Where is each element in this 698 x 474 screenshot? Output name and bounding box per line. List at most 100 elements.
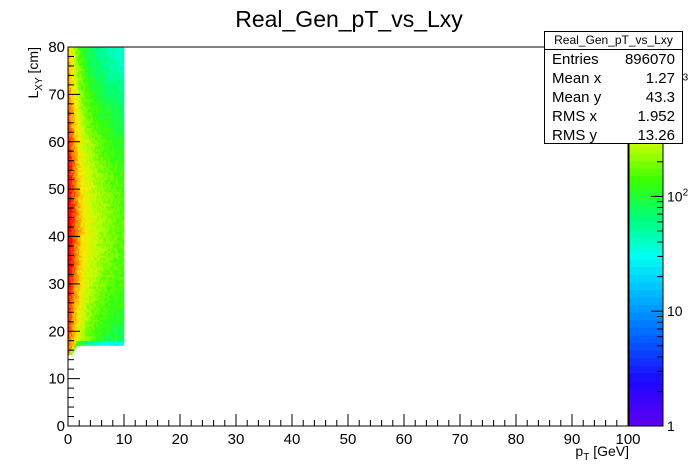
heatmap-cell: [101, 281, 104, 285]
heatmap-cell: [94, 222, 97, 225]
heatmap-cell: [91, 269, 94, 273]
heatmap-cell: [75, 184, 77, 188]
heatmap-cell: [119, 137, 122, 140]
heatmap-cell: [77, 272, 80, 275]
heatmap-cell: [105, 132, 108, 135]
heatmap-cell: [94, 257, 97, 261]
heatmap-cell: [110, 276, 112, 280]
heatmap-cell: [93, 335, 95, 339]
heatmap-cell: [87, 295, 90, 299]
heatmap-cell: [94, 269, 97, 273]
heatmap-cell: [119, 167, 122, 171]
heatmap-cell: [122, 210, 125, 214]
heatmap-cell: [69, 219, 72, 223]
heatmap-cell: [79, 118, 81, 121]
heatmap-cell: [114, 236, 116, 240]
heatmap-cell: [105, 191, 108, 195]
heatmap-cell: [100, 293, 102, 297]
heatmap-cell: [103, 65, 105, 69]
heatmap-cell: [68, 141, 70, 145]
heatmap-cell: [104, 165, 107, 169]
heatmap-cell: [100, 328, 102, 332]
heatmap-cell: [119, 290, 122, 294]
heatmap-cell: [104, 177, 107, 180]
heatmap-cell: [80, 314, 83, 318]
heatmap-cell: [93, 274, 95, 278]
heatmap-cell: [114, 47, 116, 50]
heatmap-cell: [89, 54, 91, 57]
heatmap-cell: [97, 54, 100, 57]
heatmap-cell: [94, 77, 97, 81]
heatmap-cell: [69, 58, 72, 62]
heatmap-cell: [87, 290, 90, 294]
heatmap-cell: [77, 108, 80, 112]
heatmap-cell: [93, 319, 95, 323]
heatmap-cell: [107, 250, 109, 254]
heatmap-cell: [69, 208, 72, 211]
heatmap-cell: [112, 328, 115, 332]
heatmap-cell: [73, 110, 76, 114]
heatmap-cell: [94, 193, 97, 197]
heatmap-cell: [73, 73, 76, 76]
heatmap-cell: [80, 132, 83, 135]
heatmap-cell: [76, 340, 79, 344]
heatmap-cell: [68, 92, 70, 95]
heatmap-cell: [76, 333, 79, 337]
heatmap-cell: [115, 70, 118, 74]
heatmap-cell: [122, 269, 125, 273]
heatmap-cell: [96, 333, 98, 337]
heatmap-cell: [114, 324, 116, 327]
heatmap-cell: [75, 196, 77, 199]
heatmap-cell: [117, 317, 119, 320]
heatmap-cell: [72, 99, 74, 102]
heatmap-cell: [83, 68, 86, 71]
heatmap-cell: [80, 255, 83, 259]
heatmap-cell: [104, 340, 107, 344]
heatmap-cell: [94, 61, 97, 64]
heatmap-cell: [93, 80, 95, 83]
heatmap-cell: [72, 253, 74, 256]
heatmap-cell: [83, 129, 86, 133]
heatmap-cell: [68, 203, 70, 207]
heatmap-cell: [98, 288, 101, 292]
heatmap-cell: [110, 253, 112, 256]
heatmap-cell: [82, 193, 84, 197]
heatmap-cell: [79, 160, 81, 164]
heatmap-cell: [112, 113, 115, 116]
heatmap-cell: [76, 51, 79, 55]
heatmap-cell: [80, 250, 83, 254]
heatmap-cell: [82, 92, 84, 95]
heatmap-cell: [76, 331, 79, 334]
heatmap-cell: [68, 279, 70, 282]
heatmap-cell: [83, 101, 86, 105]
heatmap-cell: [115, 241, 118, 244]
heatmap-cell: [114, 129, 116, 133]
heatmap-cell: [73, 321, 76, 325]
heatmap-cell: [111, 255, 114, 259]
heatmap-cell: [118, 219, 121, 223]
heatmap-cell: [114, 122, 116, 126]
heatmap-cell: [86, 208, 88, 211]
heatmap-cell: [110, 179, 112, 183]
heatmap-cell: [110, 217, 112, 221]
heatmap-cell: [90, 82, 93, 86]
heatmap-cell: [104, 335, 107, 339]
heatmap-cell: [96, 321, 98, 325]
heatmap-cell: [94, 236, 97, 240]
heatmap-cell: [68, 54, 70, 57]
heatmap-cell: [104, 319, 107, 323]
heatmap-cell: [68, 208, 70, 211]
heatmap-cell: [97, 47, 100, 50]
heatmap-cell: [89, 82, 91, 86]
heatmap-cell: [118, 255, 121, 259]
heatmap-cell: [90, 191, 93, 195]
heatmap-cell: [72, 279, 74, 282]
heatmap-cell: [83, 158, 86, 161]
heatmap-cell: [117, 110, 119, 114]
heatmap-cell: [105, 65, 108, 69]
heatmap-cell: [82, 321, 84, 325]
heatmap-cell: [104, 103, 107, 107]
heatmap-cell: [107, 274, 109, 278]
heatmap-cell: [75, 321, 77, 325]
heatmap-cell: [119, 281, 122, 285]
